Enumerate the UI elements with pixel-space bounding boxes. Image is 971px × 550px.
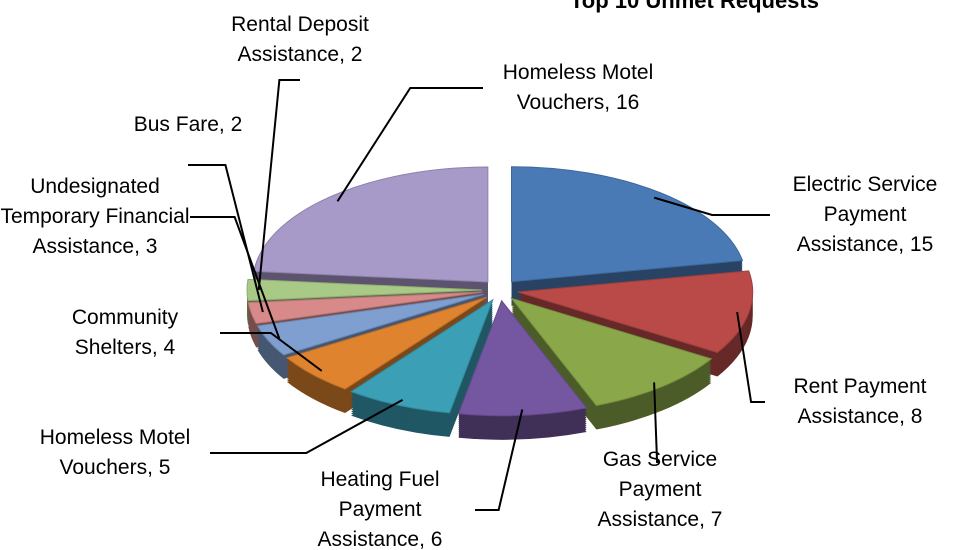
slice bbox=[510, 166, 744, 306]
category-name: Homeless Motel Vouchers bbox=[39, 426, 191, 479]
slice-top bbox=[256, 293, 484, 356]
slice bbox=[350, 298, 494, 437]
slice bbox=[457, 299, 588, 440]
leader-line bbox=[653, 196, 770, 216]
data-label: Homeless Motel Vouchers16 bbox=[478, 58, 678, 118]
leader-line bbox=[188, 164, 264, 313]
data-label: Community Shelters4 bbox=[30, 303, 220, 363]
category-name: Electric Service Payment Assistance bbox=[792, 173, 938, 256]
data-label: Homeless Motel Vouchers5 bbox=[15, 423, 215, 483]
data-label: Gas Service Payment Assistance7 bbox=[565, 445, 755, 535]
data-label: Bus Fare2 bbox=[93, 110, 283, 140]
slice bbox=[253, 166, 489, 307]
category-name: Bus Fare bbox=[133, 113, 219, 136]
data-label: Rental Deposit Assistance2 bbox=[200, 10, 400, 70]
value-label: 16 bbox=[604, 91, 639, 114]
slice-top bbox=[350, 298, 494, 414]
value-label: 15 bbox=[898, 233, 933, 256]
slice-top bbox=[517, 270, 754, 354]
slice-top bbox=[246, 278, 483, 302]
category-name: Heating Fuel Payment Assistance bbox=[317, 468, 440, 550]
category-name: Rental Deposit Assistance bbox=[231, 13, 369, 66]
slice-top bbox=[285, 296, 487, 390]
leader-line bbox=[220, 332, 323, 372]
leader-line bbox=[475, 409, 524, 511]
category-name: Gas Service Payment Assistance bbox=[597, 448, 718, 531]
leader-line bbox=[736, 311, 765, 403]
chart-title: Top 10 Unmet Requests bbox=[570, 0, 819, 13]
slice-top bbox=[247, 291, 483, 324]
category-name: Rent Payment Assistance bbox=[793, 375, 927, 428]
data-label: Undesignated Temporary Financial Assista… bbox=[0, 172, 190, 262]
value-label: 3 bbox=[134, 235, 157, 258]
slice-top bbox=[253, 166, 489, 283]
leader-line bbox=[336, 87, 483, 202]
category-name: Homeless Motel Vouchers bbox=[502, 61, 654, 114]
leader-line bbox=[210, 398, 404, 454]
data-label: Rent Payment Assistance8 bbox=[765, 372, 955, 432]
value-label: 5 bbox=[147, 456, 170, 479]
data-label: Heating Fuel Payment Assistance6 bbox=[285, 465, 475, 550]
leader-line bbox=[653, 382, 660, 463]
slice-top bbox=[457, 299, 588, 417]
slice-top bbox=[510, 297, 713, 407]
leader-line bbox=[257, 79, 300, 291]
category-name: Community Shelters bbox=[71, 306, 179, 359]
value-label: 2 bbox=[339, 43, 362, 66]
slice-top bbox=[510, 166, 744, 283]
slice bbox=[510, 297, 713, 430]
value-label: 7 bbox=[699, 508, 722, 531]
value-label: 6 bbox=[419, 528, 442, 550]
value-label: 8 bbox=[899, 405, 922, 428]
value-label: 4 bbox=[152, 336, 175, 359]
leader-line bbox=[190, 216, 281, 339]
data-label: Electric Service Payment Assistance15 bbox=[770, 170, 960, 260]
category-name: Undesignated Temporary Financial Assista… bbox=[0, 175, 190, 258]
slice-side bbox=[248, 293, 483, 326]
value-label: 2 bbox=[219, 113, 242, 136]
